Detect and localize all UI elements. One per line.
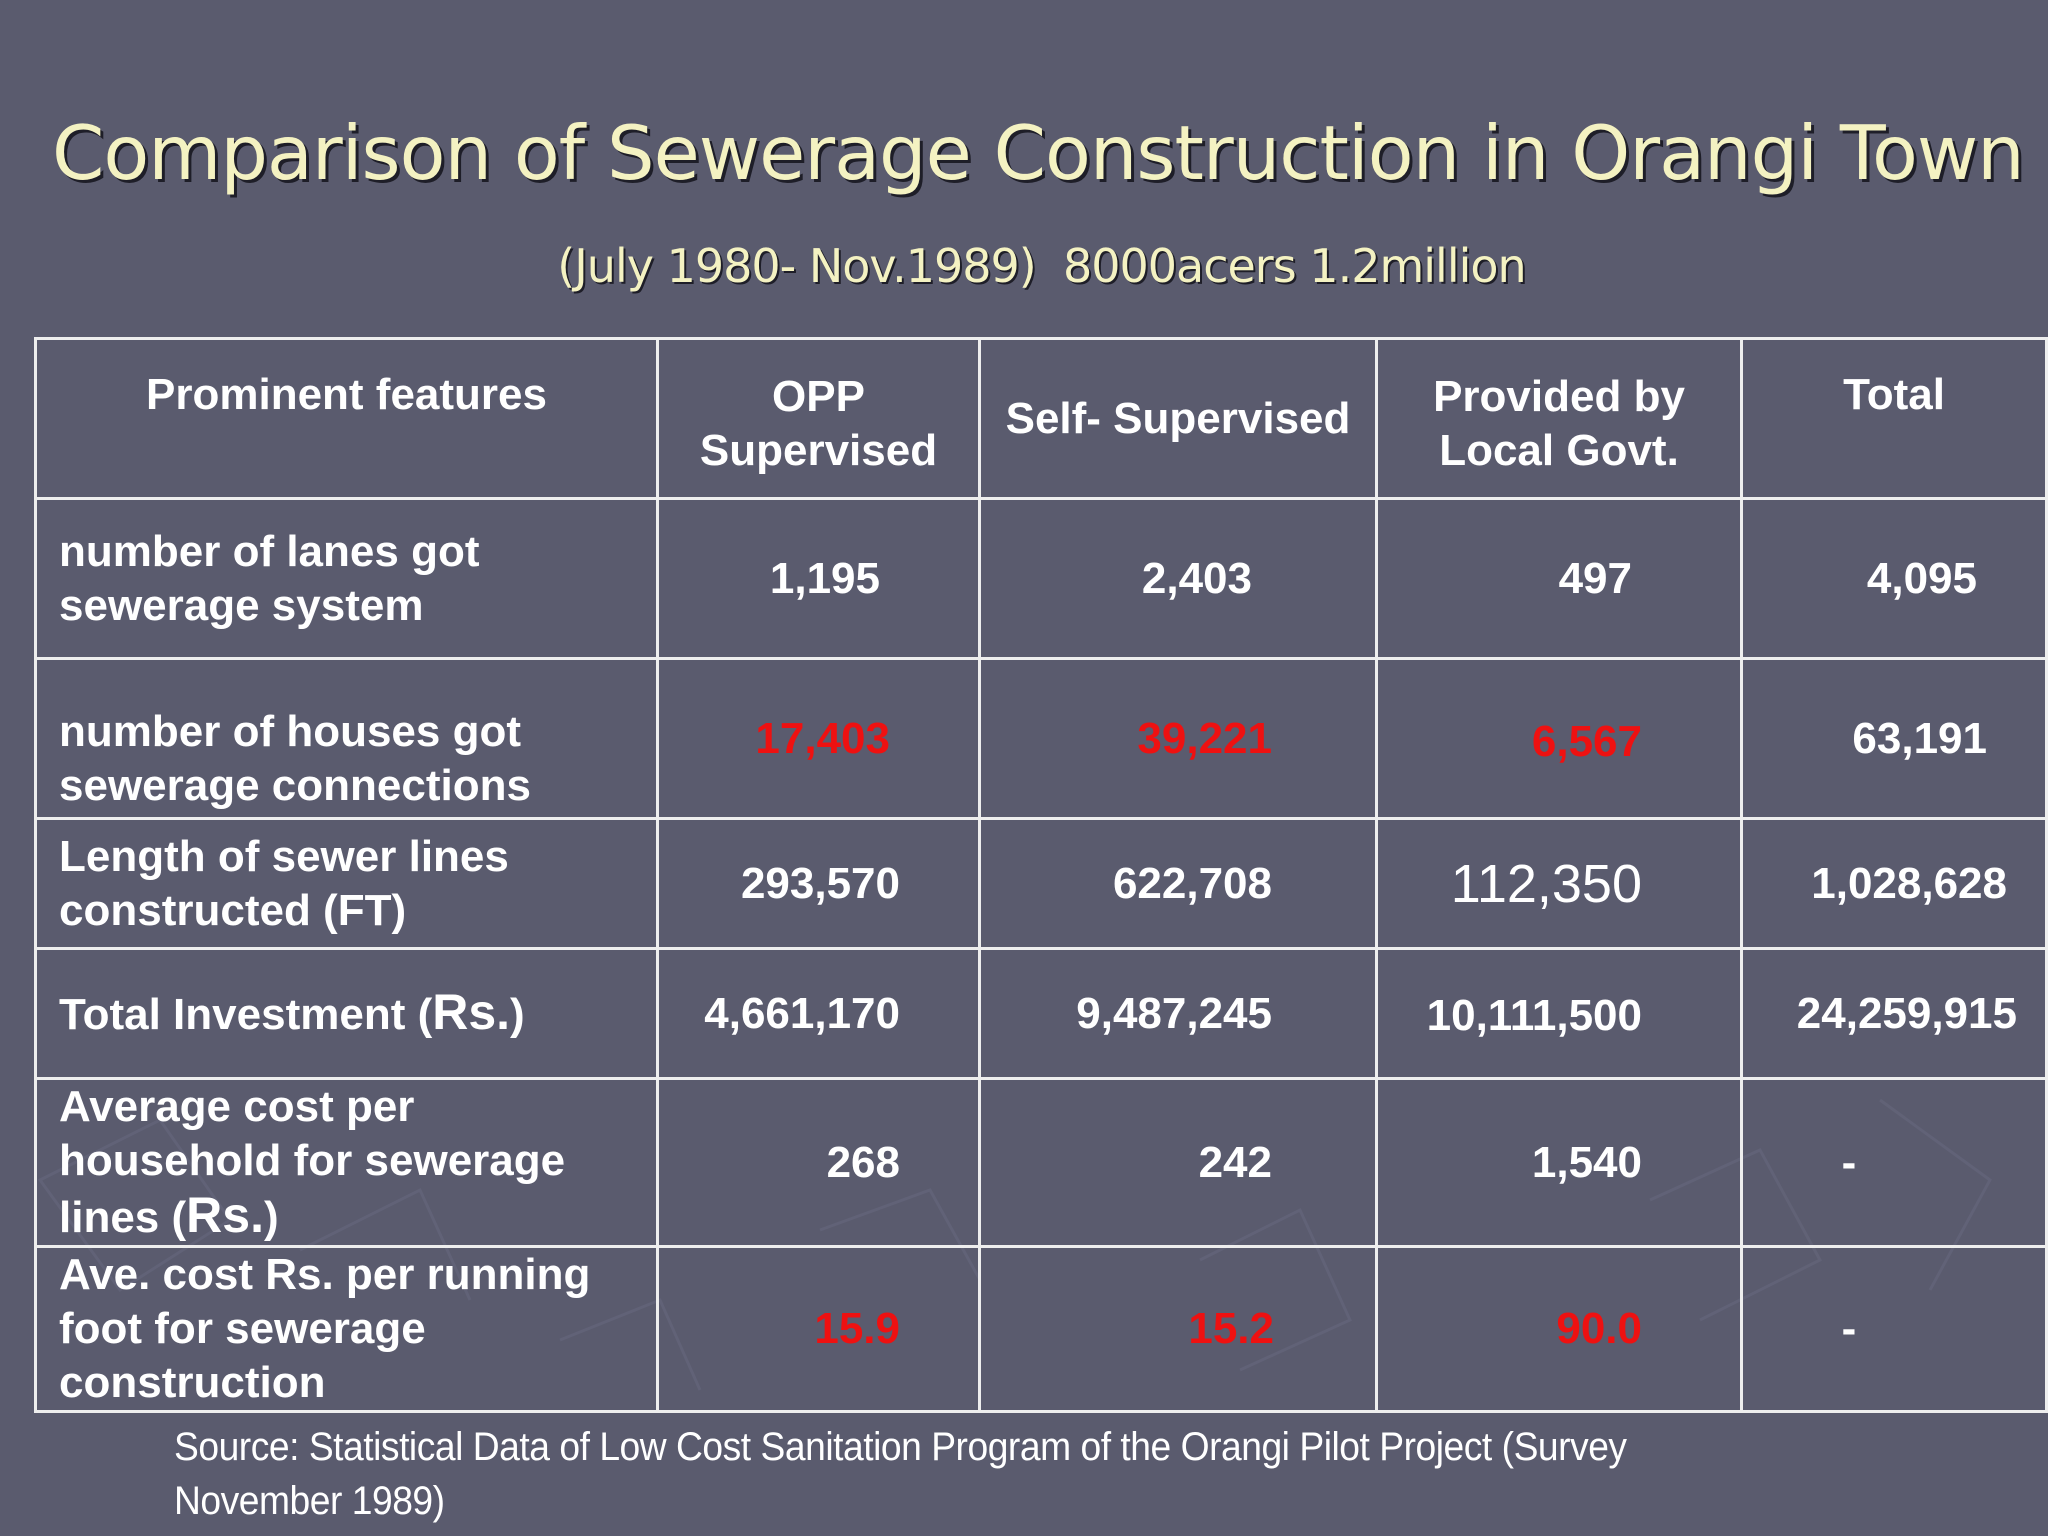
cell-length-govt: 112,350 [1375,817,1743,950]
cell-lanes-self: 2,403 [978,497,1378,660]
cell-lanes-opp: 1,195 [656,497,981,660]
feature-avg-foot: Ave. cost Rs. per running foot for sewera… [34,1245,659,1413]
comparison-table: Prominent features OPP Supervised Self- S… [34,337,2048,1413]
cell-investment-govt: 10,111,500 [1375,947,1743,1080]
header-opp-supervised: OPP Supervised [656,337,981,500]
cell-investment-total: 24,259,915 [1740,947,2048,1080]
cell-avg-foot-total: - [1740,1245,2048,1413]
header-total: Total [1740,337,2048,500]
cell-avg-household-opp: 268 [656,1077,981,1248]
cell-houses-opp: 17,403 [656,657,981,820]
table-header-row: Prominent features OPP Supervised Self- S… [34,337,2048,500]
cell-length-self: 622,708 [978,817,1378,950]
table-row-lanes: number of lanes got sewerage system 1,195… [34,497,2048,660]
cell-avg-household-govt: 1,540 [1375,1077,1743,1248]
slide-title: Comparison of Sewerage Construction in O… [52,109,2025,197]
cell-avg-household-total: - [1740,1077,2048,1248]
cell-investment-opp: 4,661,170 [656,947,981,1080]
table-row-avg-household: Average cost per household for sewerage li… [34,1077,2048,1248]
cell-length-total: 1,028,628 [1740,817,2048,950]
feature-avg-household: Average cost per household for sewerage li… [34,1077,659,1248]
cell-lanes-total: 4,095 [1740,497,2048,660]
table-row-houses: number of houses got sewerage connections… [34,657,2048,820]
table-row-length: Length of sewer lines constructed (FT) 29… [34,817,2048,950]
slide-subtitle: (July 1980- Nov.1989) 8000acers 1.2milli… [557,239,1526,293]
header-prominent-features: Prominent features [34,337,659,500]
cell-investment-self: 9,487,245 [978,947,1378,1080]
header-local-govt: Provided by Local Govt. [1375,337,1743,500]
feature-investment: Total Investment (Rs.) [34,947,659,1080]
cell-avg-foot-govt: 90.0 [1375,1245,1743,1413]
cell-avg-foot-self: 15.2 [978,1245,1378,1413]
feature-length: Length of sewer lines constructed (FT) [34,817,659,950]
table-row-investment: Total Investment (Rs.) 4,661,170 9,487,2… [34,947,2048,1080]
feature-houses: number of houses got sewerage connections [34,657,659,820]
cell-avg-household-self: 242 [978,1077,1378,1248]
header-self-supervised: Self- Supervised [978,337,1378,500]
cell-houses-govt: 6,567 [1375,657,1743,820]
cell-length-opp: 293,570 [656,817,981,950]
source-note: Source: Statistical Data of Low Cost San… [174,1425,1627,1523]
table-row-avg-foot: Ave. cost Rs. per running foot for sewera… [34,1245,2048,1413]
cell-lanes-govt: 497 [1375,497,1743,660]
cell-houses-total: 63,191 [1740,657,2048,820]
feature-lanes: number of lanes got sewerage system [34,497,659,660]
cell-houses-self: 39,221 [978,657,1378,820]
cell-avg-foot-opp: 15.9 [656,1245,981,1413]
